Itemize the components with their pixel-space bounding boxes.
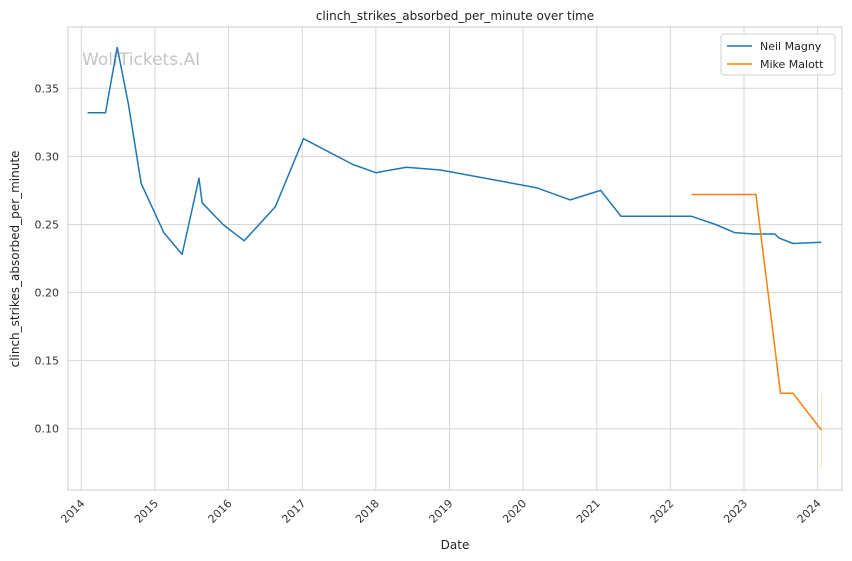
y-tick-label: 0.30 xyxy=(35,150,60,163)
gridlines xyxy=(68,27,842,490)
series-line-neil-magny xyxy=(87,46,822,256)
plot-frame xyxy=(67,26,843,491)
x-axis-title: Date xyxy=(441,538,470,552)
chart-title: clinch_strikes_absorbed_per_minute over … xyxy=(316,9,594,23)
legend-label-neil-magny: Neil Magny xyxy=(760,40,822,53)
y-tick-label: 0.25 xyxy=(35,218,60,231)
y-axis-title: clinch_strikes_absorbed_per_minute xyxy=(8,151,22,368)
legend: Neil Magny Mike Malott xyxy=(720,33,836,76)
y-axis: 0.10 0.15 0.20 0.25 0.30 0.35 xyxy=(35,82,60,435)
watermark: WolfTickets.AI xyxy=(82,50,200,70)
y-tick-label: 0.20 xyxy=(35,287,60,300)
y-tick-label: 0.15 xyxy=(35,355,60,368)
series-layer xyxy=(87,46,822,469)
series-line-mike-malott xyxy=(691,193,822,431)
y-tick-label: 0.10 xyxy=(35,423,60,436)
y-tick-label: 0.35 xyxy=(35,82,60,95)
legend-label-mike-malott: Mike Malott xyxy=(760,58,824,71)
